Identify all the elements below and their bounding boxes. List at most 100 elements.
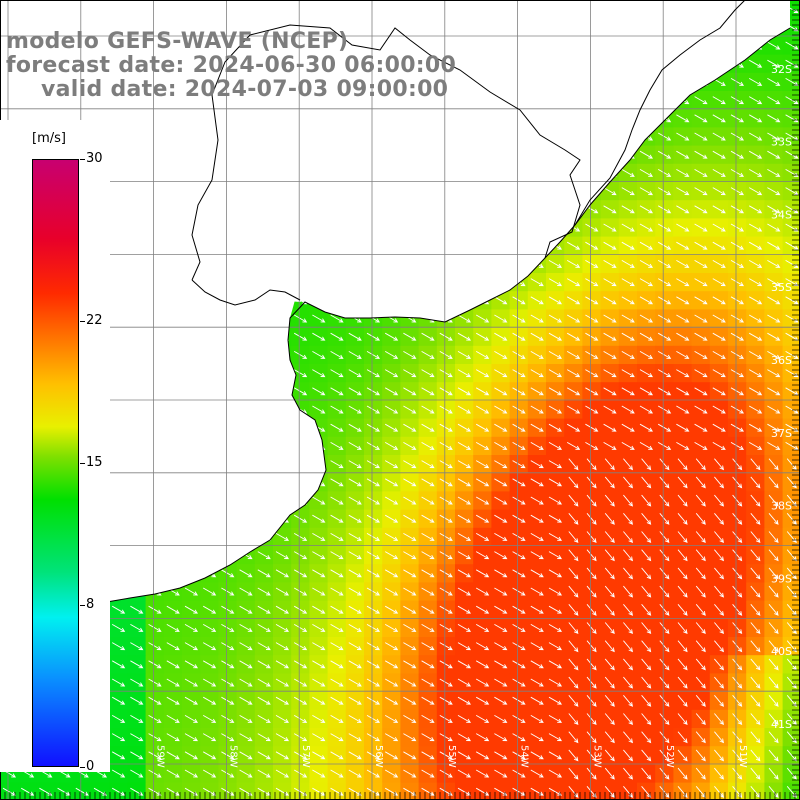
wind-arrow xyxy=(767,260,781,268)
wind-arrow xyxy=(475,660,490,669)
wind-arrow xyxy=(623,585,634,598)
wind-arrow xyxy=(641,458,652,471)
wind-arrow xyxy=(639,442,654,450)
field-cell xyxy=(782,691,800,711)
wind-arrow xyxy=(603,387,617,396)
wind-arrow xyxy=(148,642,162,651)
wind-arrow xyxy=(676,241,690,250)
wind-arrow xyxy=(293,605,308,614)
lat-label: 41S xyxy=(771,718,792,731)
wind-arrow xyxy=(457,769,472,778)
wind-arrow xyxy=(421,460,435,469)
wind-arrow xyxy=(639,278,654,287)
wind-arrow xyxy=(623,640,634,653)
wind-arrow xyxy=(730,78,745,86)
wind-arrow xyxy=(566,314,581,323)
wind-arrow xyxy=(312,332,326,341)
wind-arrow xyxy=(457,314,472,323)
wind-arrow xyxy=(568,476,579,489)
wind-arrow xyxy=(659,695,670,707)
field-cell xyxy=(218,782,238,800)
wind-arrow xyxy=(457,423,472,432)
wind-arrow xyxy=(293,332,308,341)
wind-arrow xyxy=(639,423,654,432)
wind-arrow xyxy=(457,605,472,614)
field-cell xyxy=(236,782,256,800)
wind-arrow xyxy=(585,332,599,341)
wind-arrow xyxy=(512,660,526,669)
wind-arrow xyxy=(494,423,508,432)
wind-arrow xyxy=(275,678,290,687)
wind-arrow xyxy=(348,423,362,432)
wind-arrow xyxy=(312,696,326,705)
wind-arrow xyxy=(457,496,472,505)
wind-arrow xyxy=(785,150,799,159)
wind-arrow xyxy=(366,605,381,614)
field-cell xyxy=(782,746,800,765)
wind-arrow xyxy=(384,332,399,341)
wind-arrow xyxy=(221,605,235,614)
wind-arrow xyxy=(750,531,761,544)
wind-arrow xyxy=(548,278,563,287)
wind-arrow xyxy=(659,549,670,562)
wind-arrow xyxy=(566,442,581,450)
wind-arrow xyxy=(586,531,597,544)
wind-arrow xyxy=(421,696,435,705)
colorbar-tick-mark xyxy=(80,463,85,464)
colorbar-tick-mark xyxy=(80,767,85,768)
wind-arrow xyxy=(275,787,290,796)
wind-arrow xyxy=(767,96,781,105)
wind-arrow xyxy=(257,733,271,742)
wind-arrow xyxy=(384,624,399,632)
wind-arrow xyxy=(712,442,726,450)
wind-arrow xyxy=(714,676,725,689)
wind-arrow xyxy=(586,676,597,689)
wind-arrow xyxy=(603,405,617,414)
wind-arrow xyxy=(130,733,144,742)
wind-arrow xyxy=(767,332,781,341)
wind-arrow xyxy=(239,569,253,578)
wind-arrow xyxy=(639,296,654,305)
wind-arrow xyxy=(712,132,726,141)
wind-arrow xyxy=(330,478,344,487)
wind-arrow xyxy=(694,369,708,378)
wind-arrow xyxy=(512,351,526,359)
wind-arrow xyxy=(676,387,690,396)
wind-arrow xyxy=(694,205,708,214)
wind-arrow xyxy=(659,604,670,616)
wind-arrow xyxy=(785,351,799,359)
colorbar-tick-label: 15 xyxy=(86,455,103,470)
wind-arrow xyxy=(604,604,615,616)
lon-label: 52W xyxy=(664,745,675,768)
wind-arrow xyxy=(475,387,490,396)
wind-arrow xyxy=(202,642,217,651)
wind-arrow xyxy=(257,678,271,687)
wind-arrow xyxy=(767,132,781,141)
lat-label: 34S xyxy=(771,208,792,221)
wind-arrow xyxy=(768,640,779,653)
wind-arrow xyxy=(111,678,126,687)
wind-arrow xyxy=(403,587,417,596)
wind-arrow xyxy=(403,751,417,760)
wind-arrow xyxy=(348,660,362,669)
wind-arrow xyxy=(730,332,745,341)
wind-arrow xyxy=(548,514,563,523)
wind-arrow xyxy=(586,513,597,525)
wind-arrow xyxy=(677,531,688,544)
wind-arrow xyxy=(548,478,563,487)
wind-arrow xyxy=(712,241,726,250)
lon-label: 53W xyxy=(591,745,602,768)
wind-arrow xyxy=(548,369,563,378)
wind-arrow xyxy=(330,587,344,596)
wind-arrow xyxy=(421,715,435,723)
wind-arrow xyxy=(768,585,779,598)
wind-arrow xyxy=(730,241,745,250)
wind-arrow xyxy=(568,531,579,544)
wind-arrow xyxy=(530,569,544,578)
lat-label: 32S xyxy=(771,63,792,76)
wind-arrow xyxy=(694,442,708,450)
wind-arrow xyxy=(348,442,362,450)
wind-arrow xyxy=(530,660,544,669)
wind-arrow xyxy=(330,769,344,778)
field-cell xyxy=(309,782,329,800)
